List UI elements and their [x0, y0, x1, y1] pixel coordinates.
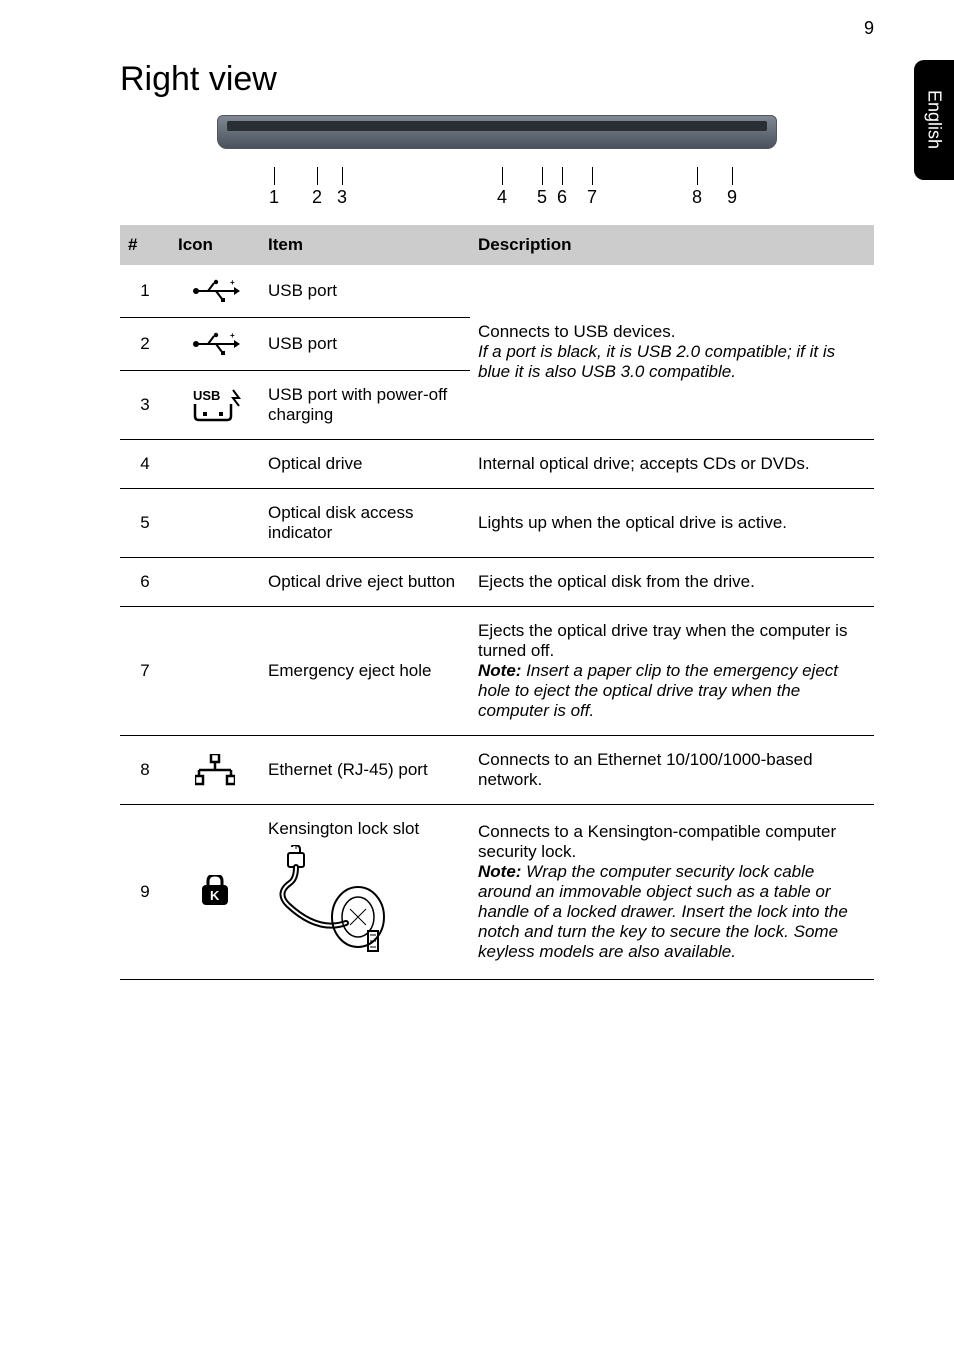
language-tab: English: [914, 60, 954, 180]
callout-6: 6: [557, 187, 567, 207]
table-row: 8 Ethernet (RJ-45) port Connects to an E…: [120, 736, 874, 805]
callout-5: 5: [537, 187, 547, 207]
page-title: Right view: [120, 60, 874, 99]
callout-3: 3: [337, 187, 347, 207]
callout-4: 4: [497, 187, 507, 207]
row-num: 4: [120, 440, 170, 489]
no-icon: [170, 607, 260, 736]
row-num: 2: [120, 318, 170, 371]
row-item: USB port with power-off charging: [260, 371, 470, 440]
right-view-diagram: 1 2 3 4 5 6 7 8 9: [217, 107, 777, 217]
table-row: 4 Optical drive Internal optical drive; …: [120, 440, 874, 489]
table-row: 7 Emergency eject hole Ejects the optica…: [120, 607, 874, 736]
row-num: 1: [120, 265, 170, 318]
row-num: 5: [120, 489, 170, 558]
svg-text:USB: USB: [193, 388, 220, 403]
svg-text:+: +: [230, 332, 235, 340]
usb-charge-icon: USB: [170, 371, 260, 440]
row-item: Ethernet (RJ-45) port: [260, 736, 470, 805]
callout-2: 2: [312, 187, 322, 207]
row-item: Optical drive: [260, 440, 470, 489]
row-item: Emergency eject hole: [260, 607, 470, 736]
row-desc-usb: Connects to USB devices. If a port is bl…: [470, 265, 874, 440]
lock-illustration: [268, 845, 408, 965]
row-num: 3: [120, 371, 170, 440]
usb-icon: +: [170, 265, 260, 318]
no-icon: [170, 489, 260, 558]
row-desc: Ejects the optical disk from the drive.: [470, 558, 874, 607]
row-item: Kensington lock slot: [260, 805, 470, 980]
row-item: Optical disk access indicator: [260, 489, 470, 558]
svg-text:K: K: [210, 888, 220, 903]
table-row: 5 Optical disk access indicator Lights u…: [120, 489, 874, 558]
table-row: 6 Optical drive eject button Ejects the …: [120, 558, 874, 607]
callout-8: 8: [692, 187, 702, 207]
row-num: 9: [120, 805, 170, 980]
header-desc: Description: [470, 225, 874, 265]
row-item: USB port: [260, 265, 470, 318]
table-row: 1 + USB port Connects to USB d: [120, 265, 874, 318]
row-desc: Ejects the optical drive tray when the c…: [470, 607, 874, 736]
table-row: 9 K Kensington lock slot: [120, 805, 874, 980]
row-desc: Connects to a Kensington-compatible comp…: [470, 805, 874, 980]
ethernet-icon: [170, 736, 260, 805]
kensington-lock-icon: K: [170, 805, 260, 980]
callout-7: 7: [587, 187, 597, 207]
row-num: 6: [120, 558, 170, 607]
header-num: #: [120, 225, 170, 265]
header-item: Item: [260, 225, 470, 265]
no-icon: [170, 440, 260, 489]
usb-icon: +: [170, 318, 260, 371]
row-desc: Connects to an Ethernet 10/100/1000-base…: [470, 736, 874, 805]
row-item: Optical drive eject button: [260, 558, 470, 607]
callout-9: 9: [727, 187, 737, 207]
callout-1: 1: [269, 187, 279, 207]
row-item: USB port: [260, 318, 470, 371]
page-number: 9: [864, 18, 874, 39]
row-num: 8: [120, 736, 170, 805]
no-icon: [170, 558, 260, 607]
language-tab-label: English: [924, 90, 945, 149]
svg-text:+: +: [230, 279, 235, 287]
row-desc: Lights up when the optical drive is acti…: [470, 489, 874, 558]
row-num: 7: [120, 607, 170, 736]
row-desc: Internal optical drive; accepts CDs or D…: [470, 440, 874, 489]
spec-table: # Icon Item Description 1: [120, 225, 874, 980]
header-icon: Icon: [170, 225, 260, 265]
